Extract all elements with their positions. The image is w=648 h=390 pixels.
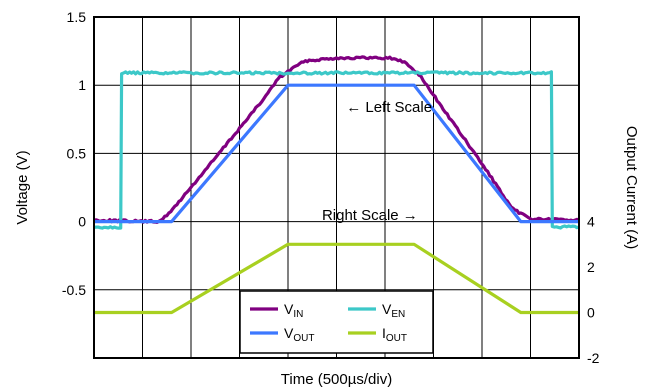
annotations: ← Left Scale Right Scale → bbox=[322, 99, 432, 224]
plot-frame bbox=[93, 16, 580, 359]
series-line-vout bbox=[94, 83, 579, 224]
y-left-tick-label: 1.5 bbox=[67, 9, 87, 25]
legend-box bbox=[239, 290, 434, 354]
y-left-tick-label: 0 bbox=[78, 214, 86, 230]
series-layer bbox=[93, 55, 580, 315]
y-left-tick-label: 1 bbox=[78, 77, 86, 93]
y-left-tick-label: -0.5 bbox=[62, 282, 86, 298]
y-axis-right-title: Output Current (A) bbox=[623, 126, 640, 249]
y-right-tick-label: 0 bbox=[587, 305, 595, 321]
series-line-vin bbox=[93, 55, 580, 224]
series-line-ven bbox=[93, 70, 580, 230]
y-right-tick-label: 2 bbox=[587, 259, 595, 275]
y-right-tick-label: -2 bbox=[587, 350, 600, 366]
y-right-tick-label: 4 bbox=[587, 214, 595, 230]
y-axis-left-title: Voltage (V) bbox=[14, 150, 31, 224]
y-left-tick-label: 0.5 bbox=[67, 145, 87, 161]
tick-labels: 1.5 1 0.5 0 -0.5 4 2 0 -2 bbox=[62, 9, 600, 366]
series-line-iout bbox=[94, 242, 579, 315]
annotation-right-scale: Right Scale → bbox=[322, 207, 418, 224]
x-axis-title: Time (500µs/div) bbox=[281, 371, 392, 388]
annotation-left-scale: ← Left Scale bbox=[346, 99, 432, 116]
